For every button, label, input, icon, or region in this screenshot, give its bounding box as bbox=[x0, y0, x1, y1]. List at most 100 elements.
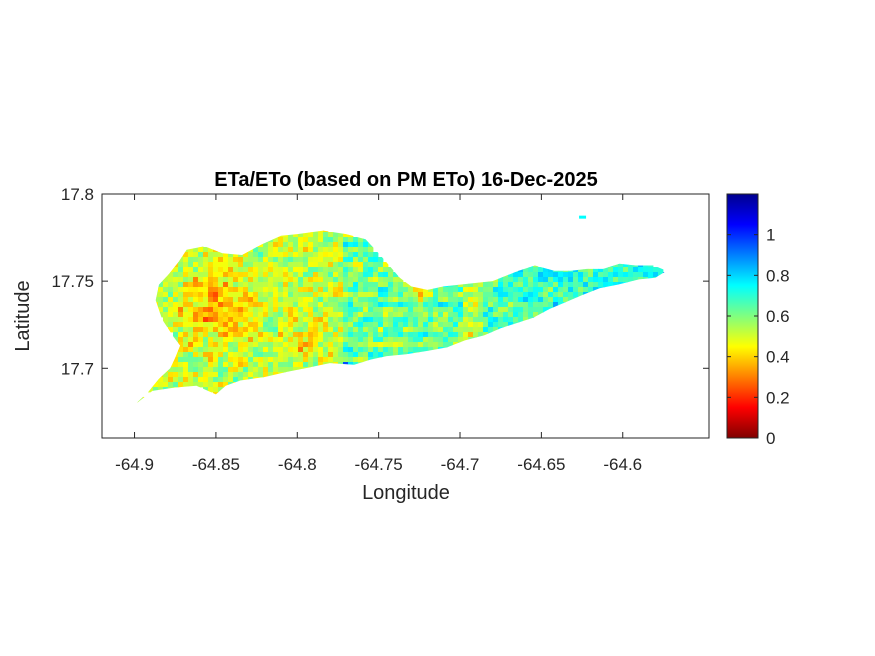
heatmap-cell bbox=[178, 337, 184, 343]
heatmap-cell bbox=[458, 337, 464, 343]
heatmap-cell bbox=[358, 242, 364, 248]
heatmap-cell bbox=[238, 262, 244, 268]
heatmap-cell bbox=[373, 297, 379, 303]
heatmap-cell bbox=[433, 287, 439, 293]
heatmap-cell bbox=[528, 272, 534, 278]
heatmap-cell bbox=[318, 247, 324, 253]
heatmap-cell bbox=[238, 367, 244, 373]
heatmap-cell bbox=[338, 267, 344, 273]
heatmap-cell bbox=[198, 257, 204, 263]
heatmap-cell bbox=[313, 237, 319, 243]
heatmap-cell bbox=[368, 342, 374, 348]
heatmap-cell bbox=[348, 307, 354, 313]
heatmap-cell bbox=[373, 262, 379, 268]
heatmap-cell bbox=[458, 312, 464, 318]
heatmap-cell bbox=[208, 302, 214, 308]
heatmap-cell bbox=[233, 267, 239, 273]
heatmap-cell bbox=[258, 282, 264, 288]
heatmap-cell bbox=[418, 347, 424, 353]
heatmap-cell bbox=[508, 312, 514, 318]
heatmap-cell bbox=[368, 262, 374, 268]
heatmap-cell bbox=[193, 382, 199, 388]
heatmap-cell bbox=[303, 257, 309, 263]
heatmap-cell bbox=[483, 302, 489, 308]
heatmap-cell bbox=[323, 292, 329, 298]
heatmap-cell bbox=[348, 327, 354, 333]
heatmap-cell bbox=[383, 307, 389, 313]
heatmap-cell bbox=[293, 232, 299, 238]
heatmap-cell bbox=[268, 317, 274, 323]
heatmap-cell bbox=[178, 312, 184, 318]
heatmap-cell bbox=[268, 287, 274, 293]
heatmap-cell bbox=[333, 282, 339, 288]
heatmap-cell bbox=[268, 352, 274, 358]
heatmap-cell bbox=[313, 342, 319, 348]
heatmap-cell bbox=[268, 277, 274, 283]
heatmap-cell bbox=[378, 257, 384, 263]
heatmap-cell bbox=[193, 342, 199, 348]
heatmap-cell bbox=[458, 327, 464, 333]
heatmap-cell bbox=[403, 312, 409, 318]
heatmap-cell bbox=[333, 317, 339, 323]
heatmap-cell bbox=[273, 367, 279, 373]
heatmap-cell bbox=[403, 292, 409, 298]
heatmap-cell bbox=[368, 327, 374, 333]
heatmap-cell bbox=[188, 277, 194, 283]
heatmap-cell bbox=[308, 292, 314, 298]
heatmap-cell bbox=[163, 292, 169, 298]
heatmap-cell bbox=[208, 292, 214, 298]
heatmap-cell bbox=[343, 327, 349, 333]
heatmap-cell bbox=[368, 287, 374, 293]
heatmap-cell bbox=[233, 272, 239, 278]
heatmap-cell bbox=[378, 262, 384, 268]
heatmap-cell bbox=[388, 312, 394, 318]
heatmap-cell bbox=[463, 322, 469, 328]
heatmap-cell bbox=[313, 247, 319, 253]
heatmap-cell bbox=[583, 282, 589, 288]
heatmap-cell bbox=[313, 277, 319, 283]
heatmap-cell bbox=[343, 332, 349, 338]
heatmap-cell bbox=[503, 277, 509, 283]
heatmap-cell bbox=[498, 302, 504, 308]
heatmap-cell bbox=[188, 252, 194, 258]
heatmap-cell bbox=[223, 327, 229, 333]
heatmap-cell bbox=[393, 327, 399, 333]
heatmap-cell bbox=[253, 357, 259, 363]
heatmap-cell bbox=[378, 317, 384, 323]
heatmap-cell bbox=[343, 317, 349, 323]
heatmap-cell bbox=[183, 367, 189, 373]
heatmap-cell bbox=[283, 357, 289, 363]
heatmap-cell bbox=[233, 352, 239, 358]
heatmap-cell bbox=[168, 367, 174, 373]
heatmap-cell bbox=[593, 287, 599, 293]
heatmap-cell bbox=[388, 317, 394, 323]
heatmap-cell bbox=[238, 257, 244, 263]
heatmap-cell bbox=[388, 297, 394, 303]
heatmap-cell bbox=[203, 307, 209, 313]
heatmap-cell bbox=[243, 297, 249, 303]
heatmap-cell bbox=[323, 297, 329, 303]
heatmap-cell bbox=[328, 357, 334, 363]
heatmap-cell bbox=[313, 257, 319, 263]
heatmap-cell bbox=[303, 302, 309, 308]
heatmap-cell bbox=[253, 292, 259, 298]
heatmap-cell bbox=[198, 287, 204, 293]
heatmap-cell bbox=[258, 252, 264, 258]
heatmap-cell bbox=[303, 312, 309, 318]
heatmap-cell bbox=[228, 377, 234, 383]
heatmap-cell bbox=[498, 287, 504, 293]
heatmap-cell bbox=[348, 252, 354, 258]
heatmap-cell bbox=[363, 312, 369, 318]
heatmap-cell bbox=[158, 287, 164, 293]
heatmap-cell bbox=[183, 277, 189, 283]
heatmap-cell bbox=[348, 237, 354, 243]
heatmap-cell bbox=[193, 347, 199, 353]
heatmap-cell bbox=[188, 247, 194, 253]
heatmap-cell bbox=[368, 317, 374, 323]
heatmap-cell bbox=[303, 317, 309, 323]
heatmap-cell bbox=[278, 282, 284, 288]
heatmap-cell bbox=[338, 272, 344, 278]
heatmap-cell bbox=[448, 317, 454, 323]
heatmap-cell bbox=[243, 362, 249, 368]
heatmap-cell bbox=[233, 317, 239, 323]
